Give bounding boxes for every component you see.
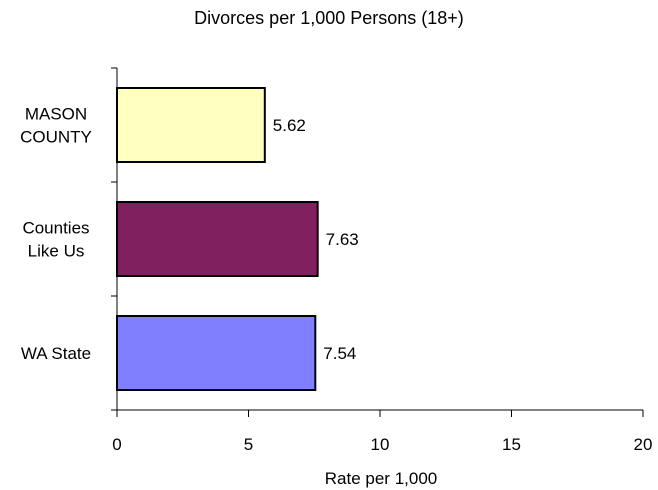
category-label: WA State xyxy=(21,344,91,363)
bar xyxy=(116,201,319,277)
x-axis-title: Rate per 1,000 xyxy=(325,469,437,488)
category-label: Counties xyxy=(22,219,89,238)
bar xyxy=(116,87,266,163)
category-label: Like Us xyxy=(28,242,85,261)
x-tick-label: 0 xyxy=(112,435,121,454)
category-label: COUNTY xyxy=(20,128,92,147)
data-label: 5.62 xyxy=(273,116,306,135)
plot-area: 0 5 10 15 20 5.62 MASON COUNTY 7.63 Counties Like … xyxy=(20,67,653,454)
x-tick-label: 10 xyxy=(371,435,390,454)
x-tick-label: 20 xyxy=(634,435,653,454)
x-tick-label: 5 xyxy=(244,435,253,454)
data-label: 7.54 xyxy=(323,344,356,363)
category-label: MASON xyxy=(25,105,87,124)
chart-title: Divorces per 1,000 Persons (18+) xyxy=(194,8,464,28)
x-tick-label: 15 xyxy=(502,435,521,454)
data-label: 7.63 xyxy=(326,230,359,249)
bar xyxy=(116,315,317,391)
